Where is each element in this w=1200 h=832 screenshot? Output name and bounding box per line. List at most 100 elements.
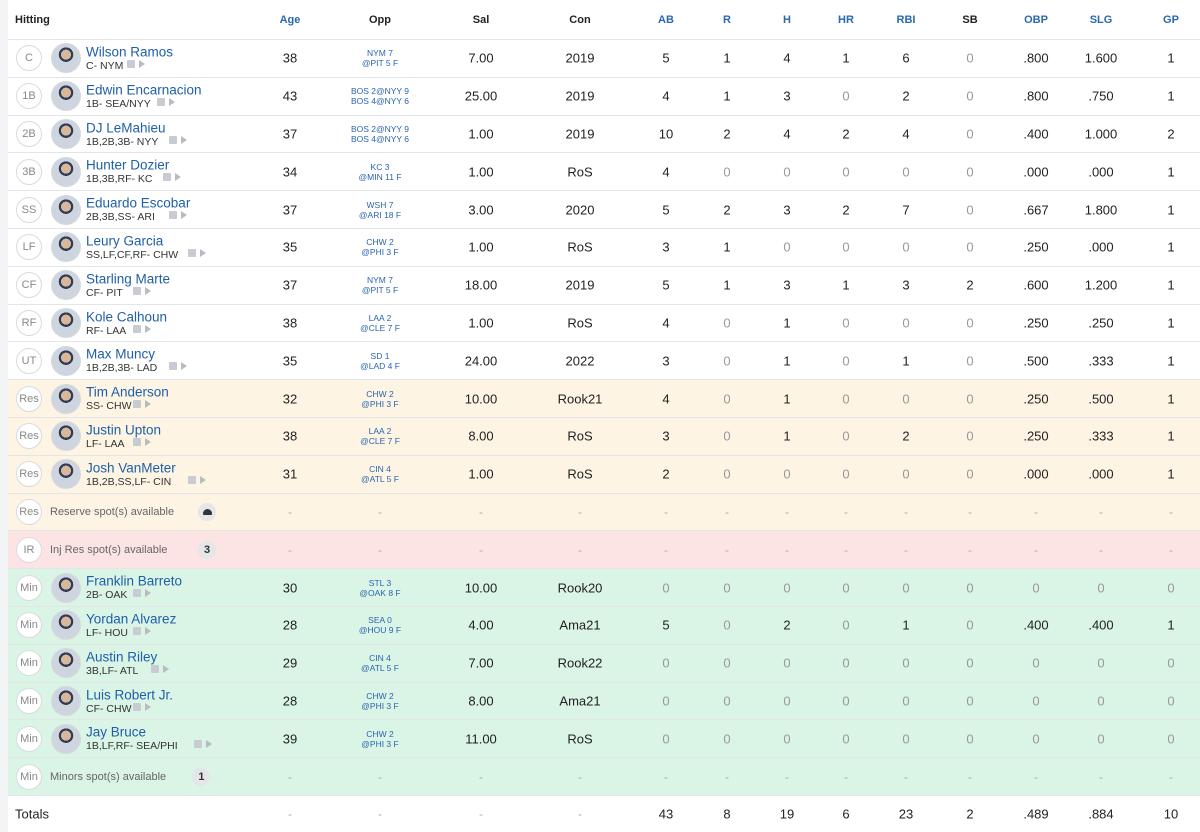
total: .884 [1088, 806, 1114, 822]
stat: 0 [966, 617, 974, 633]
contract: 2020 [565, 202, 595, 218]
age: 34 [282, 164, 298, 180]
column-header: RBI [896, 14, 916, 26]
salary: 8.00 [468, 428, 494, 444]
opponent-line: STL 3 [368, 577, 392, 588]
opponent-line: @PIT 5 F [361, 58, 399, 69]
stat: .333 [1088, 353, 1114, 369]
stat: 0 [966, 202, 974, 218]
empty-cell: - [844, 542, 848, 557]
stat: 0 [966, 580, 974, 596]
opponent-line: @PHI 3 F [361, 700, 399, 711]
opponent-line: CHW 2 [366, 237, 394, 248]
stat: 0 [842, 731, 850, 747]
stat: 2 [842, 126, 850, 142]
empty-cell: - [1099, 769, 1103, 784]
empty-cell: - [479, 542, 483, 557]
stat: 0 [783, 164, 791, 180]
age: 35 [282, 353, 298, 369]
empty-cell: - [479, 504, 483, 519]
contract: RoS [567, 731, 593, 747]
player-avatar [51, 43, 81, 74]
stat: 10 [658, 126, 674, 142]
stat: 1.600 [1084, 50, 1118, 66]
stat: 3 [902, 277, 910, 293]
position-badge: 3B [16, 158, 42, 185]
totals-row: Totals - - - - 43 8 19 6 23 2 .489 .884 10 [8, 796, 1200, 832]
stat: .667 [1023, 202, 1049, 218]
stat: 5 [662, 617, 670, 633]
position-badge: UT [16, 347, 42, 374]
total: 43 [658, 806, 674, 822]
player-name: Kole Calhoun [86, 309, 168, 325]
icon [199, 249, 206, 257]
stat: 2 [902, 428, 910, 444]
stat: 1 [1167, 617, 1175, 633]
stat: 0 [966, 239, 974, 255]
stat: 0 [783, 466, 791, 482]
age: 35 [282, 239, 298, 255]
position-badge: IR [16, 536, 42, 563]
empty-cell: - [968, 542, 972, 557]
stat: 2 [723, 126, 731, 142]
contract: Rook22 [557, 655, 603, 671]
icon [144, 324, 151, 333]
table-row: Res Josh VanMeter 1B,2B,SS,LF- CIN 31 CIN 4 @… [8, 455, 1200, 494]
position-badge: Min [16, 574, 42, 601]
player-name: Luis Robert Jr. [86, 687, 174, 703]
stat: .250 [1023, 315, 1049, 331]
empty-cell: - [664, 769, 668, 784]
age: 30 [282, 580, 298, 596]
stat: .800 [1023, 50, 1049, 66]
stat: 3 [662, 353, 670, 369]
table-row: RF Kole Calhoun RF- LAA 38 LAA 2 @CLE 7 F 1.00… [8, 304, 1200, 343]
stat: 4 [662, 164, 670, 180]
empty-cell: - [664, 542, 668, 557]
player-avatar [51, 383, 81, 414]
position-badge: Res [16, 498, 42, 525]
opponent: BOS 2@NYY 9 BOS 4@NYY 6 [351, 124, 409, 144]
position-badge: Min [16, 763, 42, 790]
stat: 0 [966, 315, 974, 331]
opponent: SEA 0 @HOU 9 F [359, 615, 401, 635]
stat: 0 [783, 239, 791, 255]
opponent-line: @PHI 3 F [361, 398, 399, 409]
icon [199, 475, 206, 484]
stat: 1.200 [1084, 277, 1118, 293]
stat: 0 [723, 164, 731, 180]
stat: 0 [1167, 693, 1175, 709]
age: 37 [282, 277, 298, 293]
salary: 1.00 [468, 164, 494, 180]
total: 6 [842, 806, 850, 822]
stat: 0 [966, 428, 974, 444]
contract: 2019 [565, 126, 595, 142]
opponent: CIN 4 @ATL 5 F [361, 653, 399, 673]
stat: 0 [723, 693, 731, 709]
contract: RoS [567, 239, 593, 255]
position-badge: CF [16, 272, 42, 299]
empty-cell: - [578, 542, 582, 557]
stat: .750 [1088, 88, 1114, 104]
opponent-line: @ARI 18 F [358, 209, 402, 220]
stat: 0 [723, 428, 731, 444]
opponent: CHW 2 @PHI 3 F [361, 691, 398, 711]
total: - [578, 807, 582, 821]
salary: 4.00 [468, 617, 494, 633]
opponent-line: KC 3 [370, 161, 390, 172]
stat: 0 [902, 239, 910, 255]
stat: 0 [842, 466, 850, 482]
icon [132, 324, 141, 333]
opponent-line: @MIN 11 F [358, 171, 402, 182]
icon [193, 740, 202, 749]
opponent: LAA 2 @CLE 7 F [360, 313, 400, 333]
stat: 3 [783, 202, 791, 218]
icon [181, 362, 188, 371]
stat: 1 [1167, 391, 1175, 407]
empty-cell: - [578, 769, 582, 784]
position-badge: Min [16, 687, 42, 714]
player-name: Edwin Encarnacion [86, 82, 202, 98]
icon [132, 627, 141, 635]
position-badge: Min [16, 650, 42, 677]
stat: 0 [966, 353, 974, 369]
